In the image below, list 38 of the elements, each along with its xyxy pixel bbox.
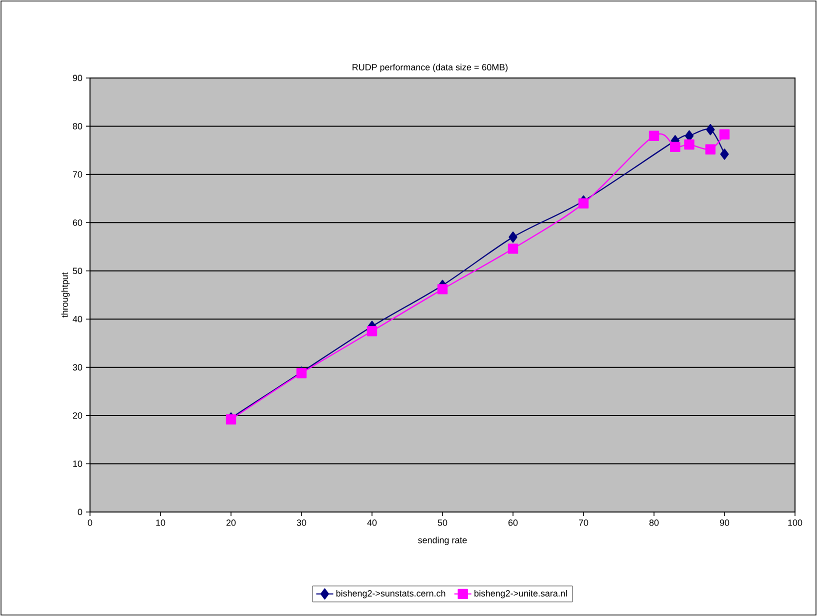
point [719, 129, 730, 140]
point [670, 142, 680, 152]
chart-title: RUDP performance (data size = 60MB) [352, 64, 508, 72]
point [437, 284, 448, 294]
point [706, 124, 715, 136]
y-axis-title: throughtput [61, 272, 70, 318]
y-tick-label: 60 [72, 219, 82, 226]
x-axis-title: sending rate [418, 536, 467, 546]
x-tick-label: 80 [649, 520, 659, 526]
x-tick-label: 70 [578, 520, 588, 526]
y-tick-label: 90 [72, 74, 82, 82]
point [578, 198, 589, 208]
y-tick-label: 40 [72, 316, 82, 322]
x-tick-label: 60 [508, 520, 518, 526]
legend-label: bisheng2->unite.sara.nl [474, 590, 567, 598]
y-tick-label: 10 [73, 460, 82, 467]
x-tick-label: 30 [296, 520, 306, 526]
x-tick-label: 0 [88, 520, 92, 526]
point [508, 232, 518, 243]
legend-label: bisheng2->sunstats.cern.ch [336, 590, 446, 598]
x-tick-label: 90 [720, 520, 730, 526]
y-tick-label: 20 [72, 412, 82, 419]
y-tick-label: 70 [72, 171, 82, 178]
point [684, 139, 694, 150]
point [705, 144, 716, 154]
point [648, 130, 660, 141]
y-tick-label: 50 [72, 268, 82, 274]
x-tick-label: 50 [438, 520, 448, 526]
y-tick-label: 80 [72, 123, 82, 130]
x-tick-label: 10 [156, 520, 166, 526]
point [366, 326, 378, 336]
x-tick-label: 20 [226, 520, 236, 526]
y-tick-label: 30 [72, 364, 82, 370]
x-tick-label: 100 [788, 520, 802, 526]
point [720, 148, 729, 160]
x-tick-label: 40 [367, 520, 377, 526]
point [508, 244, 518, 254]
y-tick-label: 0 [78, 508, 82, 516]
